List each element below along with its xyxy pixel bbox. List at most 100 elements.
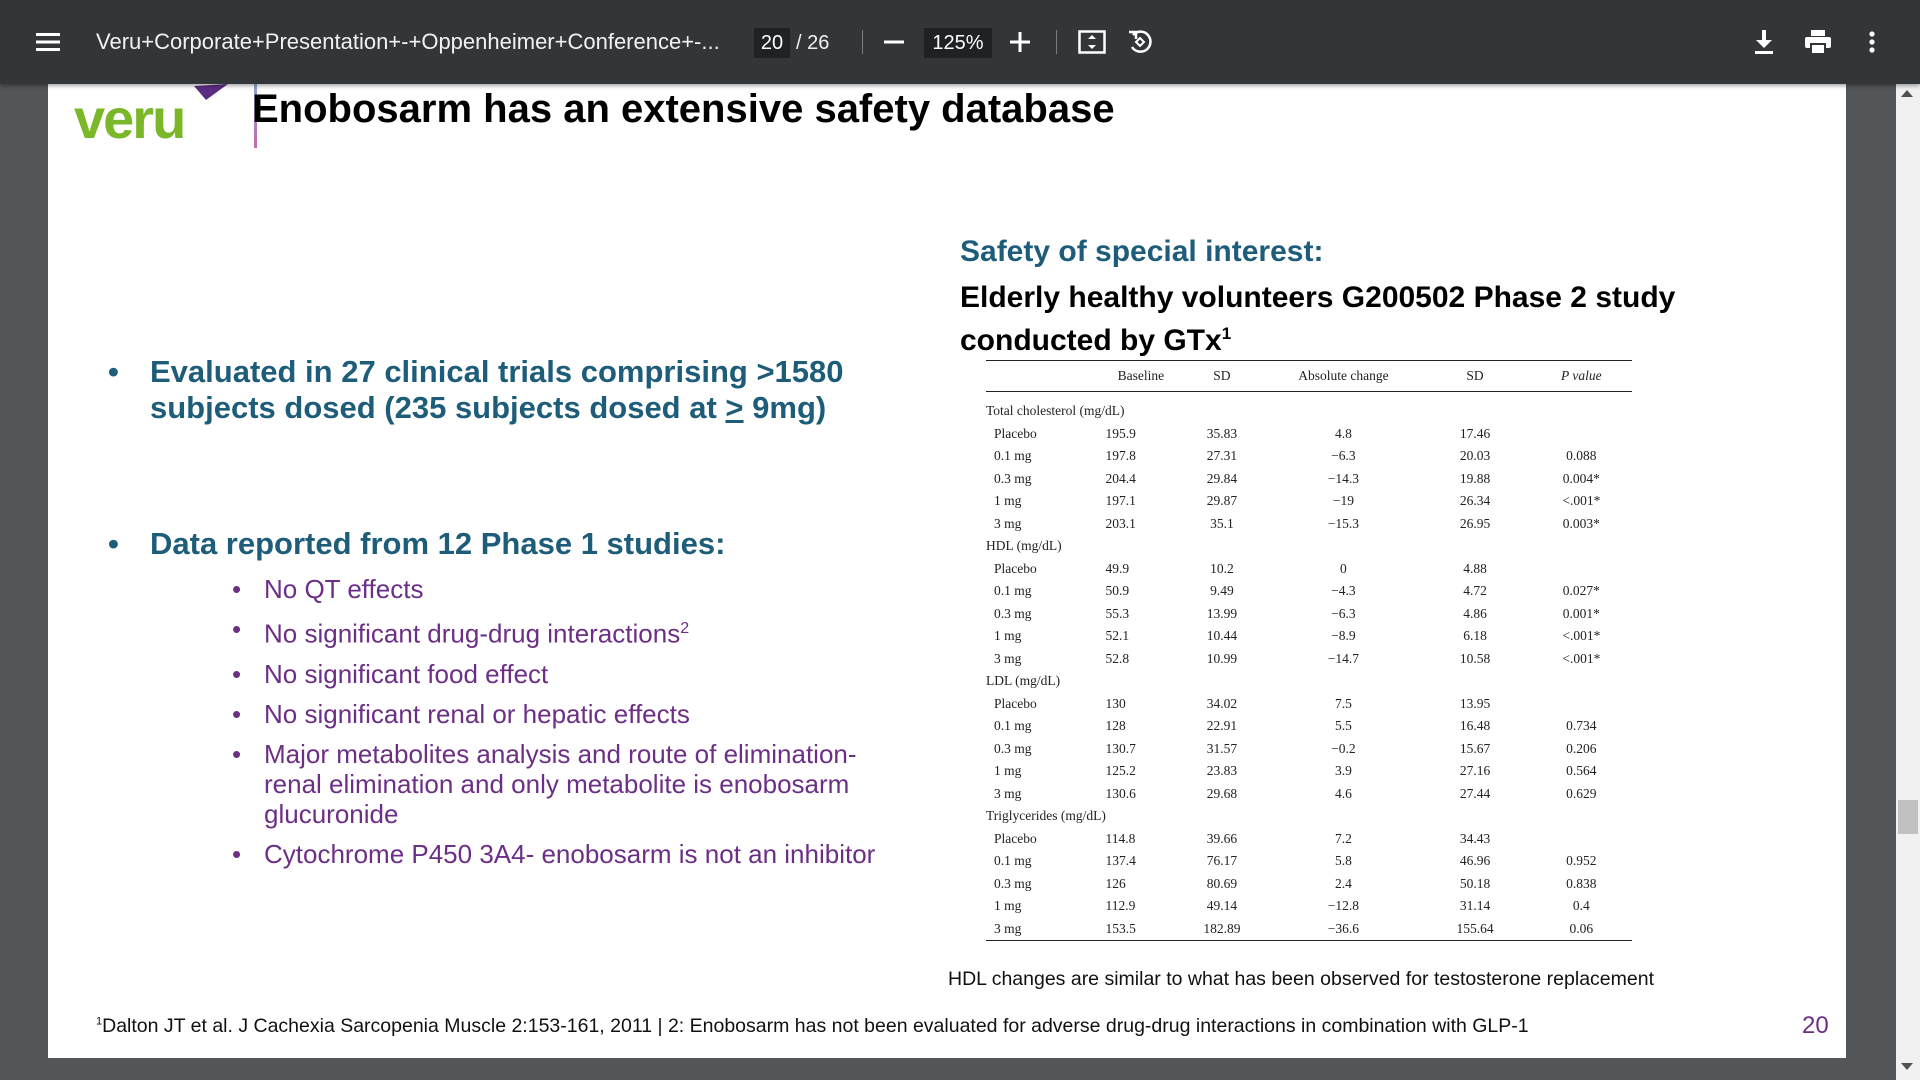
table-cell: 4.72 xyxy=(1463,583,1487,599)
table-header: SD xyxy=(1419,360,1531,392)
table-cell: 0.564 xyxy=(1566,763,1597,779)
table-row: 0.3 mg 126 80.69 2.4 50.18 0.838 xyxy=(986,873,1632,896)
study-title: Elderly healthy volunteers G200502 Phase… xyxy=(960,280,1700,359)
table-row: 3 mg 130.6 29.68 4.6 27.44 0.629 xyxy=(986,783,1632,806)
table-cell: 0.734 xyxy=(1566,718,1597,734)
table-cell: 1 mg xyxy=(994,763,1022,779)
table-cell: 182.89 xyxy=(1176,917,1268,941)
sub-bullet: • Cytochrome P450 3A4- enobosarm is not a… xyxy=(232,839,908,869)
page-number-input[interactable]: 20 xyxy=(754,28,790,58)
slide-title: Enobosarm has an extensive safety databa… xyxy=(252,87,1115,131)
table-cell: 55.3 xyxy=(1105,605,1130,621)
scroll-up-arrow-icon[interactable] xyxy=(1900,88,1914,98)
bullet-phase1-studies: • Data reported from 12 Phase 1 studies: xyxy=(108,526,908,562)
slide-page-number: 20 xyxy=(1802,1012,1829,1039)
table-cell: 0.3 mg xyxy=(994,875,1032,891)
table-cell: 0.1 mg xyxy=(994,448,1032,464)
table-cell: 26.34 xyxy=(1459,493,1491,509)
table-cell: 0.06 xyxy=(1530,917,1632,941)
fit-to-page-button[interactable] xyxy=(1072,22,1112,62)
table-cell: 50.18 xyxy=(1459,875,1491,891)
table-cell: 197.8 xyxy=(1105,448,1136,464)
table-cell: 76.17 xyxy=(1206,853,1238,869)
sub-bullet-text: No QT effects xyxy=(264,574,424,604)
zoom-in-button[interactable] xyxy=(1000,22,1040,62)
table-row: 0.1 mg 197.8 27.31 −6.3 20.03 0.088 xyxy=(986,445,1632,468)
zoom-level-input[interactable]: 125% xyxy=(924,28,992,58)
table-group-row: HDL (mg/dL) xyxy=(986,535,1632,558)
footnote-ref: 2 xyxy=(680,620,690,637)
logo-divider xyxy=(254,84,257,148)
table-cell: Placebo xyxy=(994,830,1037,846)
table-cell: 0.3 mg xyxy=(994,740,1032,756)
table-cell: 4.86 xyxy=(1463,605,1487,621)
table-cell: 7.2 xyxy=(1334,830,1352,846)
table-header-empty xyxy=(986,360,1106,392)
table-body: Total cholesterol (mg/dL) Placebo 195.9 35.… xyxy=(986,392,1632,941)
table-cell: 26.95 xyxy=(1459,515,1491,531)
table-cell: 49.14 xyxy=(1206,898,1238,914)
table-group-label: Total cholesterol (mg/dL) xyxy=(986,403,1125,419)
table-cell: Placebo xyxy=(994,425,1037,441)
sub-bullet-text: No significant drug-drug interactions xyxy=(264,618,681,649)
table-cell: Placebo xyxy=(994,695,1037,711)
menu-button[interactable] xyxy=(28,22,68,62)
hamburger-icon xyxy=(36,33,60,51)
bullet-dot: • xyxy=(232,614,242,644)
sub-bullet-list: • No QT effects • No significant drug-drug… xyxy=(108,574,908,869)
table-cell: 15.67 xyxy=(1459,740,1491,756)
table-cell: 6.18 xyxy=(1463,628,1487,644)
table-cell: 19.88 xyxy=(1459,470,1491,486)
bullet-gte-symbol: > xyxy=(725,390,744,425)
bullet-dot: • xyxy=(232,574,242,604)
table-cell: −14.3 xyxy=(1327,470,1360,486)
table-cell: 49.9 xyxy=(1105,560,1130,576)
table-cell: 197.1 xyxy=(1105,493,1136,509)
table-row: 0.1 mg 50.9 9.49 −4.3 4.72 0.027* xyxy=(986,580,1632,603)
table-row: Placebo 49.9 10.2 0 4.88 xyxy=(986,558,1632,581)
table-cell: 153.5 xyxy=(1105,917,1177,941)
lipid-data-table: Baseline SD Absolute change SD P value T… xyxy=(986,360,1632,941)
table-cell: 52.8 xyxy=(1105,650,1130,666)
bullet-dot: • xyxy=(232,838,242,869)
footnote-text: Dalton JT et al. J Cachexia Sarcopenia M… xyxy=(102,1015,1529,1037)
table-cell: 0.1 mg xyxy=(994,853,1032,869)
fit-page-icon xyxy=(1078,30,1106,54)
table-cell: <.001* xyxy=(1562,628,1601,644)
footnote-marker: 1 xyxy=(96,1015,103,1028)
sub-bullet: • No significant renal or hepatic effects xyxy=(232,699,908,729)
more-options-button[interactable] xyxy=(1852,22,1892,62)
table-cell: 126 xyxy=(1105,875,1126,891)
table-header: Baseline xyxy=(1105,360,1177,392)
table-cell: 128 xyxy=(1105,718,1126,734)
table-cell: 1 mg xyxy=(994,898,1022,914)
table-cell: <.001* xyxy=(1562,493,1601,509)
table-cell: 35.83 xyxy=(1206,425,1238,441)
table-header-row: Baseline SD Absolute change SD P value xyxy=(986,360,1632,392)
vertical-scrollbar[interactable] xyxy=(1896,84,1920,1080)
table-cell: 195.9 xyxy=(1105,425,1136,441)
zoom-out-button[interactable] xyxy=(874,22,914,62)
table-cell xyxy=(1531,423,1632,446)
table-cell: 29.84 xyxy=(1206,470,1238,486)
sub-bullet: • No significant food effect xyxy=(232,659,908,689)
table-cell: 0.3 mg xyxy=(994,470,1032,486)
table-cell: 16.48 xyxy=(1459,718,1491,734)
table-cell: 50.9 xyxy=(1105,583,1130,599)
scrollbar-thumb[interactable] xyxy=(1898,800,1918,834)
download-button[interactable] xyxy=(1744,22,1784,62)
scroll-down-arrow-icon[interactable] xyxy=(1900,1062,1914,1072)
table-cell: 27.44 xyxy=(1459,785,1491,801)
table-cell: 137.4 xyxy=(1105,853,1136,869)
rotate-button[interactable] xyxy=(1120,22,1160,62)
table-row: 3 mg 203.1 35.1 −15.3 26.95 0.003* xyxy=(986,513,1632,536)
table-cell: −6.3 xyxy=(1331,605,1356,621)
table-cell: 4.88 xyxy=(1463,560,1487,576)
bullet-dot: • xyxy=(232,738,242,769)
print-button[interactable] xyxy=(1798,22,1838,62)
table-row: Placebo 114.8 39.66 7.2 34.43 xyxy=(986,828,1632,851)
sub-bullet-text: Major metabolites analysis and route of … xyxy=(264,738,857,829)
hdl-note: HDL changes are similar to what has been… xyxy=(948,968,1654,990)
table-cell: 10.2 xyxy=(1210,560,1234,576)
table-header: SD xyxy=(1176,360,1268,392)
